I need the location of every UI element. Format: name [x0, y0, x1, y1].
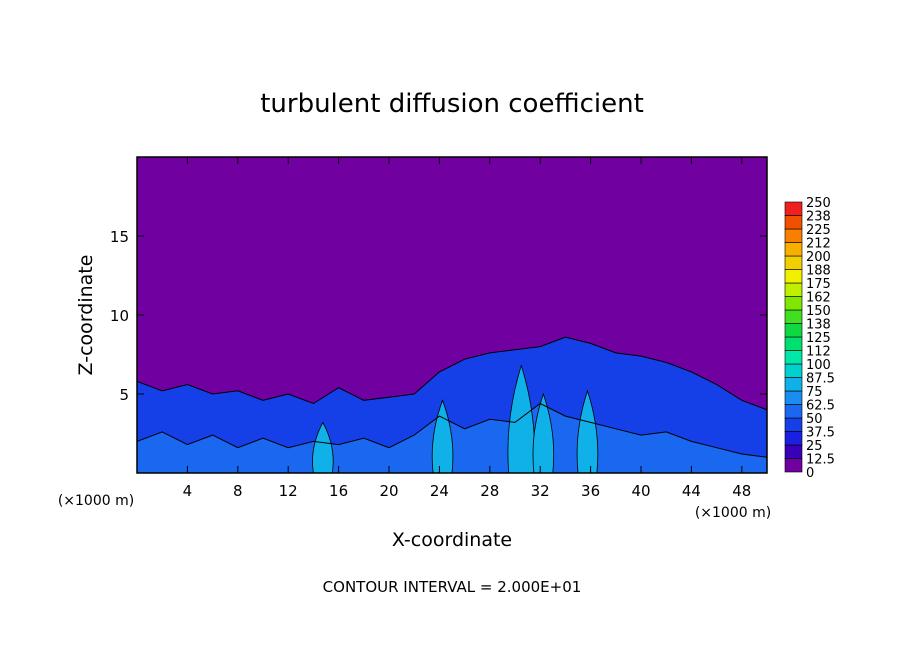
colorbar-swatch: [784, 282, 803, 297]
colorbar-swatch: [784, 350, 803, 365]
colorbar-label: 37.5: [806, 426, 835, 441]
chart-title: turbulent diffusion coefficient: [260, 89, 644, 119]
x-axis: 4 8 12 16 20 24 28 32 36 40 44 48: [183, 157, 751, 500]
plume-2: [532, 392, 555, 473]
x-tick-label: 12: [279, 482, 298, 500]
colorbar-swatch: [784, 309, 803, 324]
colorbar: 012.52537.55062.57587.510011212513815016…: [784, 196, 835, 481]
near-surface-contour: [137, 402, 767, 458]
x-tick-label: 20: [379, 482, 398, 500]
colorbar-swatch: [784, 296, 803, 311]
contour-interval-note: CONTOUR INTERVAL = 2.000E+01: [323, 578, 582, 596]
x-tick-label: 48: [732, 482, 751, 500]
colorbar-swatch: [784, 390, 803, 405]
plume-4: [576, 389, 599, 473]
y-unit-label: (×1000 m): [58, 493, 134, 509]
colorbar-swatch: [784, 336, 803, 351]
colorbar-swatch: [784, 404, 803, 419]
colorbar-swatch: [784, 255, 803, 270]
colorbar-label: 162: [806, 291, 831, 306]
colorbar-swatch: [784, 269, 803, 284]
colorbar-swatch: [784, 215, 803, 230]
colorbar-swatch: [784, 201, 803, 216]
colorbar-swatch: [784, 323, 803, 338]
colorbar-swatch: [784, 228, 803, 243]
colorbar-label: 50: [806, 412, 823, 427]
x-unit-label: (×1000 m): [695, 505, 771, 521]
x-tick-label: 44: [682, 482, 701, 500]
colorbar-label: 12.5: [806, 453, 835, 468]
x-tick-label: 4: [183, 482, 193, 500]
x-tick-label: 8: [233, 482, 243, 500]
y-axis-label: Z-coordinate: [75, 255, 97, 376]
colorbar-label: 87.5: [806, 372, 835, 387]
x-tick-label: 36: [581, 482, 600, 500]
x-tick-label: 24: [430, 482, 449, 500]
plume-3: [431, 399, 454, 473]
colorbar-label: 175: [806, 277, 831, 292]
colorbar-label: 112: [806, 345, 831, 360]
x-tick-label: 16: [329, 482, 348, 500]
colorbar-swatch: [784, 417, 803, 432]
y-axis: 5 10 15: [110, 228, 767, 404]
colorbar-swatch: [784, 242, 803, 257]
boundary-layer-contour: [137, 336, 767, 411]
diffusion-field: [137, 336, 767, 473]
y-tick-label: 5: [119, 386, 129, 404]
plume-5: [312, 421, 334, 473]
colorbar-label: 75: [806, 385, 823, 400]
colorbar-swatch: [784, 458, 803, 473]
colorbar-label: 125: [806, 331, 831, 346]
colorbar-swatch: [784, 363, 803, 378]
colorbar-label: 250: [806, 196, 831, 211]
colorbar-swatch: [784, 377, 803, 392]
colorbar-swatch: [784, 444, 803, 459]
colorbar-label: 212: [806, 237, 831, 252]
x-tick-label: 40: [631, 482, 650, 500]
colorbar-label: 0: [806, 466, 814, 481]
colorbar-label: 138: [806, 318, 831, 333]
y-tick-label: 15: [110, 228, 129, 246]
colorbar-label: 100: [806, 358, 831, 373]
colorbar-label: 200: [806, 250, 831, 265]
x-tick-label: 32: [531, 482, 550, 500]
colorbar-label: 25: [806, 439, 823, 454]
colorbar-label: 225: [806, 223, 831, 238]
y-tick-label: 10: [110, 307, 129, 325]
colorbar-label: 62.5: [806, 399, 835, 414]
colorbar-label: 150: [806, 304, 831, 319]
colorbar-swatch: [784, 431, 803, 446]
x-axis-label: X-coordinate: [392, 529, 512, 551]
colorbar-label: 188: [806, 264, 831, 279]
colorbar-label: 238: [806, 210, 831, 225]
x-tick-label: 28: [480, 482, 499, 500]
